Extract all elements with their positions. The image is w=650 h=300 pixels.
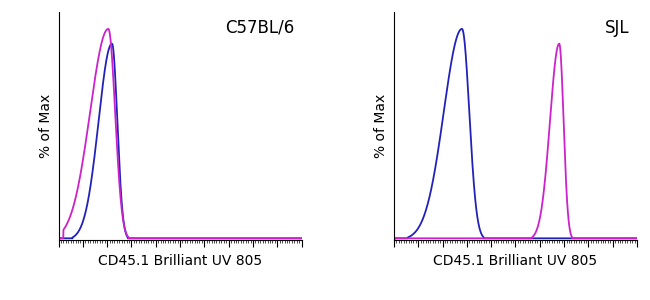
- Y-axis label: % of Max: % of Max: [374, 94, 389, 158]
- Text: C57BL/6: C57BL/6: [225, 19, 294, 37]
- Y-axis label: % of Max: % of Max: [39, 94, 53, 158]
- Text: SJL: SJL: [605, 19, 630, 37]
- X-axis label: CD45.1 Brilliant UV 805: CD45.1 Brilliant UV 805: [98, 254, 262, 268]
- X-axis label: CD45.1 Brilliant UV 805: CD45.1 Brilliant UV 805: [434, 254, 597, 268]
